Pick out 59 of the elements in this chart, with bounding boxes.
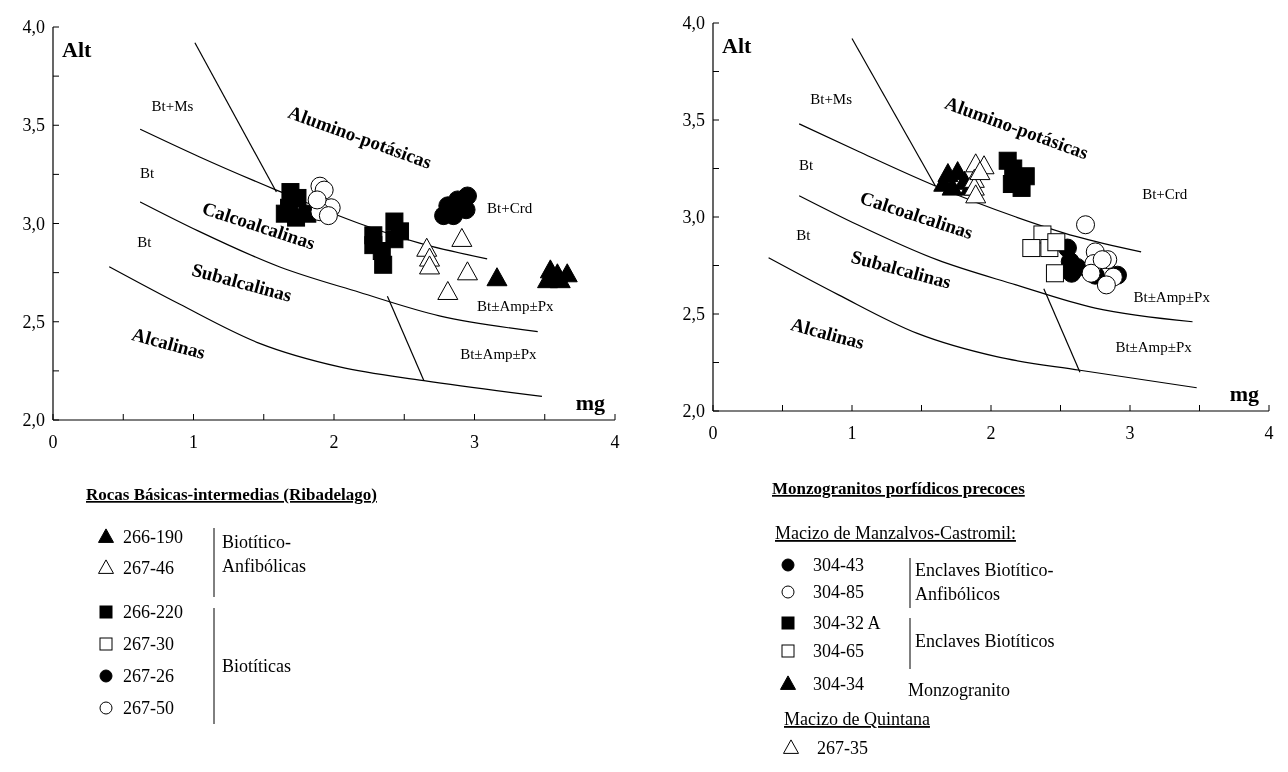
y-tick-label: 3,0 bbox=[682, 207, 705, 227]
legend-label: 304-32 A bbox=[813, 613, 881, 633]
text: Macizo de Quintana bbox=[784, 709, 930, 729]
text: Monzogranito bbox=[908, 680, 1010, 700]
annotation: Bt bbox=[799, 157, 815, 173]
annotation: Bt±Amp±Px bbox=[477, 298, 554, 315]
legend-label: 267-26 bbox=[123, 666, 174, 686]
x-tick-label: 1 bbox=[189, 432, 198, 452]
legend-label: 267-46 bbox=[123, 558, 174, 578]
annotation: Bt bbox=[140, 164, 156, 181]
annotation: Bt bbox=[137, 233, 153, 250]
legend-label: 267-35 bbox=[817, 738, 868, 758]
annotation: Bt+Crd bbox=[487, 200, 533, 217]
annotation: Bt bbox=[796, 226, 812, 243]
y-tick-label: 2,5 bbox=[682, 304, 705, 324]
y-tick-label: 4,0 bbox=[682, 13, 705, 33]
y-tick-label: 3,5 bbox=[22, 115, 45, 136]
text: Biotítico-Anfibólicas bbox=[222, 532, 306, 576]
legend-label: 266-190 bbox=[123, 527, 183, 547]
x-tick-label: 0 bbox=[708, 423, 718, 443]
x-tick-label: 0 bbox=[48, 432, 58, 452]
legend-label: 304-65 bbox=[813, 641, 864, 661]
annotation: Bt±Amp±Px bbox=[1115, 339, 1193, 356]
legend-label: 267-50 bbox=[123, 698, 174, 718]
annotation: Bt+Ms bbox=[151, 98, 194, 114]
x-tick-label: 3 bbox=[470, 432, 479, 452]
y-axis-title: Alt bbox=[722, 33, 752, 58]
legend-label: 304-85 bbox=[813, 582, 864, 602]
text: Biotíticas bbox=[222, 656, 291, 676]
legend-label: 304-34 bbox=[813, 674, 864, 694]
x-tick-label: 4 bbox=[1264, 423, 1274, 443]
x-tick-label: 2 bbox=[986, 423, 996, 443]
x-axis-title: mg bbox=[575, 390, 605, 415]
legend-label: 304-43 bbox=[813, 555, 864, 575]
annotation: Bt±Amp±Px bbox=[460, 345, 538, 362]
y-tick-label: 4,0 bbox=[22, 17, 45, 37]
legend-label: 267-30 bbox=[123, 634, 174, 654]
y-tick-label: 3,5 bbox=[682, 110, 705, 130]
text: Enclaves Biotíticos bbox=[915, 631, 1055, 651]
y-tick-label: 3,0 bbox=[22, 213, 45, 234]
x-tick-label: 2 bbox=[329, 432, 339, 452]
annotation: Alcalinas bbox=[129, 323, 208, 364]
text: Macizo de Manzalvos-Castromil: bbox=[775, 523, 1016, 543]
y-tick-label: 2,5 bbox=[22, 311, 45, 332]
annotation: Alcalinas bbox=[788, 313, 867, 354]
y-tick-label: 2,0 bbox=[22, 410, 45, 430]
legend-label: 266-220 bbox=[123, 602, 183, 622]
x-axis-title: mg bbox=[1229, 381, 1259, 406]
x-tick-label: 3 bbox=[1125, 423, 1135, 443]
legend-title: Monzogranitos porfídicos precoces bbox=[772, 479, 1026, 498]
annotation: Bt+Ms bbox=[810, 91, 853, 108]
y-axis-title: Alt bbox=[62, 37, 92, 62]
annotation: Bt±Amp±Px bbox=[1133, 288, 1211, 305]
y-tick-label: 2,0 bbox=[682, 401, 705, 421]
annotation: Bt+Crd bbox=[1142, 186, 1188, 203]
x-tick-label: 4 bbox=[610, 432, 620, 452]
x-tick-label: 1 bbox=[847, 423, 857, 443]
legend-title: Rocas Básicas-intermedias (Ribadelago) bbox=[86, 485, 377, 504]
text: Enclaves Biotítico-Anfibólicos bbox=[915, 560, 1054, 604]
